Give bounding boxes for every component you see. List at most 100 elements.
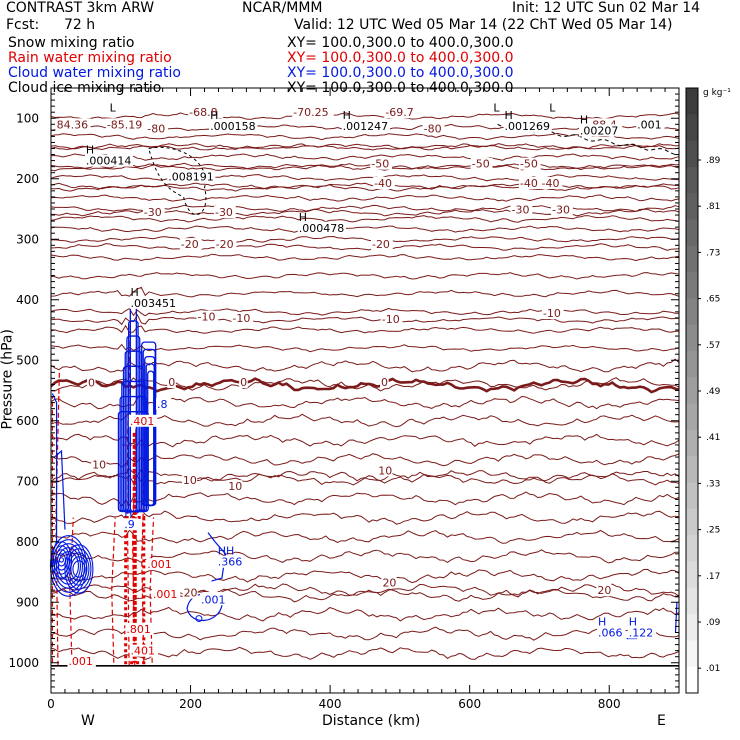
- isotherm-label: 20: [382, 576, 396, 589]
- isotherm-label-bg: [146, 122, 169, 135]
- colorbar-segment: [686, 298, 698, 326]
- fcst-value: 72 h: [64, 17, 96, 33]
- isotherm-line: [50, 162, 679, 171]
- isotherm-line: [50, 286, 680, 298]
- cloud-water-label-bg: [156, 397, 172, 410]
- y-tick-label: 400: [16, 293, 39, 307]
- isotherm-label-bg: [91, 458, 107, 471]
- isotherm-label: 10: [183, 474, 197, 487]
- extremum-value-bg: [578, 124, 621, 137]
- isotherm-label: -70.25: [293, 106, 328, 119]
- isotherm-label: 0: [381, 376, 388, 389]
- isotherm-label-bg: [86, 376, 96, 389]
- fcst-label: Fcst:: [6, 17, 40, 33]
- isotherm-label-bg: [370, 157, 393, 170]
- y-tick-label: 900: [16, 595, 39, 609]
- cloud-water-contour: [66, 548, 92, 590]
- rain-label-bg: [146, 558, 175, 571]
- isotherm-line: [50, 225, 680, 233]
- isotherm-label-bg: [596, 584, 612, 597]
- rain-core: [124, 516, 146, 665]
- extremum-value: .122: [629, 627, 654, 640]
- isotherm-label: 10: [92, 458, 106, 471]
- rain-label-bg: [151, 587, 181, 600]
- isotherm-label: -50: [371, 158, 389, 171]
- isotherm-label-bg: [422, 122, 445, 135]
- colorbar-segment: [686, 429, 698, 457]
- isotherm-label-bg: [181, 474, 198, 487]
- isotherm-label-bg: [142, 206, 165, 219]
- isotherm-label: -30: [144, 206, 162, 219]
- colorbar-tick-label: .17: [706, 572, 720, 582]
- colorbar-segment: [686, 614, 698, 641]
- extremum-value-bg: [297, 221, 346, 234]
- isotherm-label: -68.8: [189, 106, 217, 119]
- isotherm-label-bg: [213, 206, 236, 219]
- extremum-letter: H: [343, 109, 351, 122]
- cloud-water-label: .001: [201, 593, 226, 606]
- field-name-rain: Rain water mixing ratio: [8, 50, 172, 66]
- isotherm-label: -30: [552, 204, 570, 217]
- cloud-ice-contour: [148, 146, 207, 216]
- extremum-value-bg: [627, 626, 657, 639]
- valid-label: Valid: 12 UTC Wed 05 Mar 14 (22 ChT Wed …: [294, 17, 673, 33]
- isotherm-label: -20: [216, 238, 234, 251]
- y-tick-label: 600: [16, 414, 39, 428]
- rain-label: .001: [153, 588, 178, 601]
- x-tick-label: 800: [598, 697, 621, 711]
- west-label: W: [81, 713, 95, 729]
- extremum-letter: H: [598, 616, 606, 629]
- isotherm-line: [50, 253, 680, 262]
- cloud-water-contour: [56, 553, 67, 567]
- cloud-water-contour: [674, 602, 678, 633]
- isotherm-label-bg: [231, 311, 254, 324]
- rain-label-bg: [125, 622, 154, 635]
- isotherm-line: [50, 215, 680, 223]
- extremum-letter: H: [629, 616, 637, 629]
- extremum-value-bg: [209, 120, 258, 133]
- colorbar-segment: [686, 219, 698, 247]
- isotherm-label-bg: [105, 118, 148, 131]
- colorbar-segment: [686, 166, 698, 194]
- colorbar: .89 .81 .73 .65 .57 .49 .41 .33 .25 .17 .09 .01: [685, 87, 721, 694]
- field-xy-rain: XY= 100.0,300.0 to 400.0,300.0: [287, 50, 514, 66]
- isotherm-label-bg: [380, 313, 403, 326]
- isotherm-label-bg: [167, 376, 176, 389]
- colorbar-segment: [686, 88, 698, 115]
- rain-label: .001: [147, 558, 172, 571]
- field-name-snow: Snow mixing ratio: [8, 35, 135, 51]
- cloud-water-contour: [58, 557, 65, 563]
- isotherm-line: [51, 568, 680, 584]
- extremum-letter: H: [580, 113, 588, 126]
- rain-label: .401: [131, 645, 156, 658]
- colorbar-tick-label: .73: [706, 248, 720, 258]
- isotherm-label-bg: [188, 106, 224, 119]
- extremum-letter: L: [549, 101, 556, 114]
- isotherm-line: [50, 243, 680, 251]
- rain-label-bg: [67, 654, 96, 667]
- colorbar-segment: [686, 456, 698, 484]
- isotherm-label: -80: [147, 123, 165, 136]
- colorbar-segment: [686, 587, 698, 615]
- contour-labels: -68.8-70.25-69.784.36-85.19-80-80-8087.9…: [55, 101, 665, 668]
- isotherm-line: [50, 606, 680, 622]
- rain-contour: [149, 517, 155, 663]
- isotherm-label: 20: [184, 587, 198, 600]
- field-xy-cloud-water: XY= 100.0,300.0 to 400.0,300.0: [287, 65, 514, 81]
- extremum-value: .9: [124, 518, 134, 531]
- extremum-value: .366: [218, 556, 243, 569]
- x-tick-label: 200: [179, 697, 202, 711]
- isotherm-line: [50, 272, 680, 280]
- extremum-value-bg: [597, 626, 626, 639]
- isotherm-line: [50, 313, 680, 326]
- cloud-water-label-bg: [200, 593, 229, 606]
- isotherm-label: -40: [542, 177, 560, 190]
- colorbar-tick-label: .65: [706, 295, 720, 305]
- isotherm-label-bg: [239, 376, 248, 389]
- y-tick-label: 100: [16, 111, 39, 125]
- isotherm-line: [50, 184, 680, 192]
- isotherm-label-bg: [182, 586, 198, 599]
- isotherm-label: 10: [378, 464, 392, 477]
- colorbar-segment: [686, 666, 698, 694]
- extremum-letter: H: [124, 507, 132, 520]
